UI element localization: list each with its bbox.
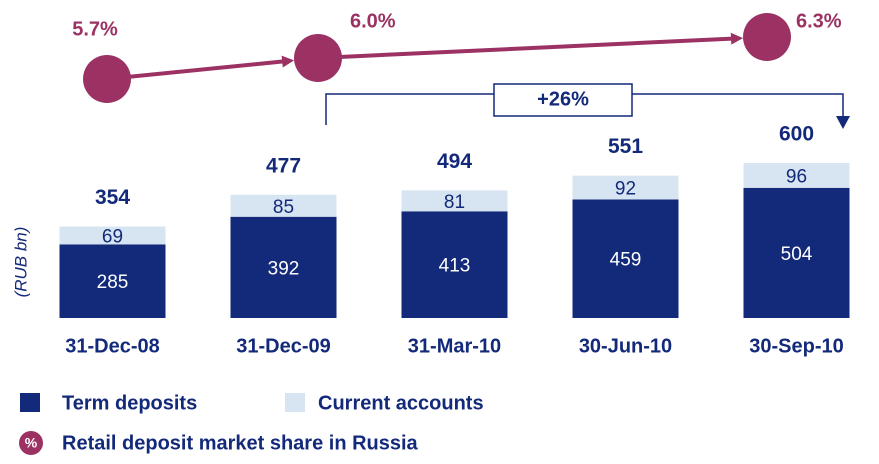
x-tick-label: 31-Dec-08	[65, 335, 160, 357]
annotation: +26%	[537, 88, 589, 110]
total-label: 600	[779, 123, 814, 146]
share-label: 6.3%	[796, 10, 842, 32]
legend-label: Retail deposit market share in Russia	[62, 432, 419, 454]
share-arrowhead	[730, 32, 744, 45]
segment-label: 85	[273, 197, 294, 218]
y-axis-label: (RUB bn)	[11, 227, 30, 298]
segment-label: 92	[615, 179, 636, 200]
bar-segment	[59, 244, 166, 318]
segment-label: 69	[102, 226, 123, 247]
bar-segment	[743, 187, 850, 318]
legend-swatch	[20, 393, 40, 412]
legend-label: Current accounts	[318, 392, 484, 414]
share-bubble	[294, 34, 342, 82]
segment-label: 96	[786, 166, 807, 187]
legend-swatch	[285, 393, 305, 412]
share-arrowhead	[281, 55, 295, 68]
bar-segment	[743, 163, 850, 188]
segment-label: 392	[268, 258, 300, 279]
x-tick-label: 30-Sep-10	[749, 335, 844, 357]
bar-segment	[572, 199, 679, 318]
bar-segment	[230, 194, 337, 217]
total-label: 354	[95, 186, 130, 209]
bar-segment	[572, 175, 679, 200]
share-arrow	[106, 59, 287, 81]
bar-segment	[401, 211, 508, 318]
segment-label: 285	[97, 272, 129, 293]
x-tick-label: 31-Dec-09	[236, 335, 331, 357]
segment-label: 81	[444, 192, 465, 213]
share-arrow	[317, 36, 736, 60]
x-tick-label: 31-Mar-10	[408, 335, 501, 357]
segment-label: 413	[439, 256, 471, 277]
annotation-box	[493, 83, 633, 117]
share-label: 6.0%	[350, 10, 396, 32]
share-label: 5.7%	[72, 18, 118, 40]
share-bubble	[83, 55, 131, 103]
segment-label: 459	[610, 250, 642, 271]
segment-label: 504	[781, 244, 813, 265]
bar-segment	[230, 216, 337, 318]
total-label: 551	[608, 135, 643, 158]
bracket-arrowhead	[836, 116, 850, 129]
legend-label: Term deposits	[62, 392, 197, 414]
share-bubble	[743, 13, 791, 61]
x-tick-label: 30-Jun-10	[579, 335, 672, 357]
total-label: 477	[266, 154, 301, 177]
bar-segment	[59, 226, 166, 245]
bar-segment	[401, 190, 508, 212]
legend-bubble	[19, 431, 43, 455]
legend-bubble-icon: %	[25, 435, 38, 451]
total-label: 494	[437, 150, 472, 173]
